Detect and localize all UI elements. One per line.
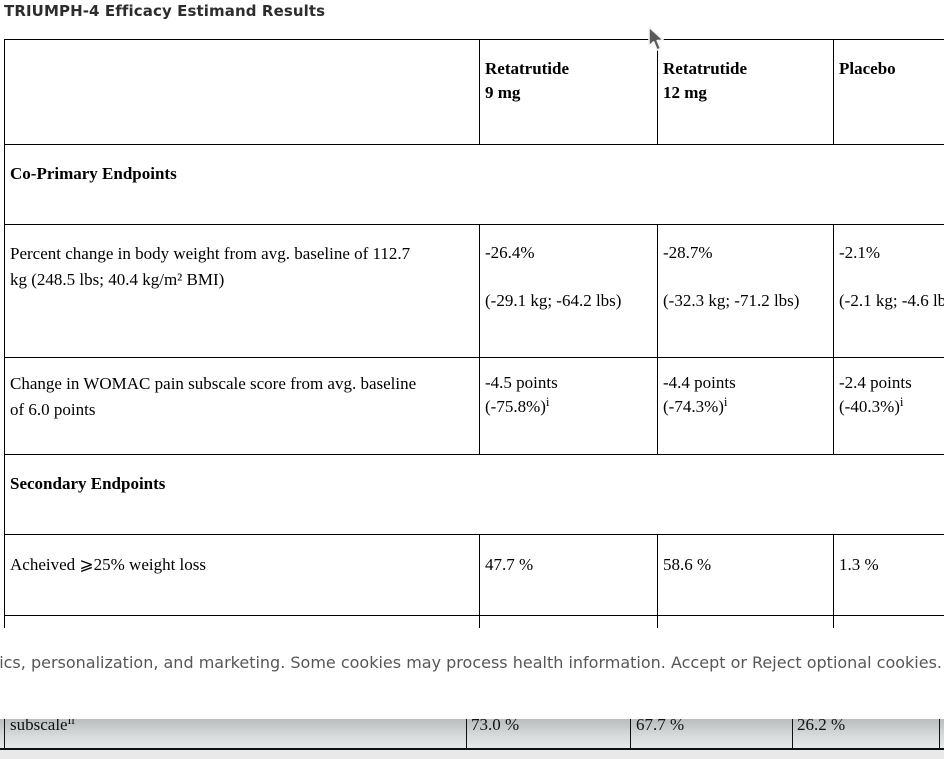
value-cell: 0.8 % (833, 615, 944, 628)
header-reta12-cell: Retatrutide 12 mg (657, 39, 834, 145)
footnote-marker: ii (67, 719, 75, 728)
section-label: Co-Primary Endpoints (4, 144, 944, 225)
footnote-marker: i (723, 394, 728, 410)
value-cell: -26.4% (-29.1 kg; -64.2 lbs) (479, 224, 658, 358)
table-row: Acheived ⩾30% weight lossii 30.5 % 39.4 … (4, 615, 944, 628)
value-cell: -2.4 points (-40.3%)i (833, 357, 944, 455)
value-cell: -4.4 points (-74.3%)i (657, 357, 834, 455)
header-reta9-cell: Retatrutide 9 mg (479, 39, 658, 145)
header-placebo-cell: Placebo (833, 39, 944, 145)
section-secondary: Secondary Endpoints (4, 454, 944, 535)
endpoint-label-cell: Percent change in body weight from avg. … (4, 224, 480, 358)
value-cell: 47.7 % (479, 534, 658, 616)
value-cell: 67.7 % (636, 719, 685, 734)
table-border (630, 719, 631, 748)
table-border (792, 719, 793, 748)
page-background-dimmed (0, 750, 944, 759)
footnote-marker: i (899, 394, 904, 410)
mouse-cursor-icon (648, 26, 665, 51)
header-empty-cell (4, 39, 480, 145)
endpoint-label-cell: Change in WOMAC pain subscale score from… (4, 357, 480, 455)
footnote-marker: i (545, 394, 550, 410)
table-row: subscaleii 73.0 % 67.7 % 26.2 % (0, 719, 944, 750)
page-content: TRIUMPH-4 Efficacy Estimand Results Reta… (4, 2, 944, 628)
table-row: Change in WOMAC pain subscale score from… (4, 357, 944, 455)
endpoint-label-cell: Acheived ⩾25% weight loss (4, 534, 480, 616)
value-cell: -28.7% (-32.3 kg; -71.2 lbs) (657, 224, 834, 358)
value-cell: 73.0 % (471, 719, 520, 734)
table-row: Acheived ⩾25% weight loss 47.7 % 58.6 % … (4, 534, 944, 616)
page-title: TRIUMPH-4 Efficacy Estimand Results (4, 2, 326, 20)
table-row: Percent change in body weight from avg. … (4, 224, 944, 358)
cookie-banner-text: or analytics, personalization, and marke… (0, 653, 942, 672)
table-border (4, 719, 5, 748)
value-cell: 1.3 % (833, 534, 944, 616)
section-co-primary: Co-Primary Endpoints (4, 144, 944, 225)
table-border (466, 719, 467, 748)
table-header-row: Retatrutide 9 mg Retatrutide 12 mg Place… (4, 39, 944, 145)
value-cell: 30.5 % (479, 615, 658, 628)
value-cell: -4.5 points (-75.8%)i (479, 357, 658, 455)
dimmed-table-fragment: subscaleii 73.0 % 67.7 % 26.2 % (0, 719, 944, 759)
value-cell: -2.1% (-2.1 kg; -4.6 lbs) (833, 224, 944, 358)
value-cell: 58.6 % (657, 534, 834, 616)
endpoint-label-cell: subscaleii (10, 719, 75, 737)
cookie-banner[interactable]: or analytics, personalization, and marke… (0, 628, 944, 719)
efficacy-results-table: Retatrutide 9 mg Retatrutide 12 mg Place… (4, 39, 944, 628)
endpoint-label-cell: Acheived ⩾30% weight lossii (4, 615, 480, 628)
value-cell: 39.4 % (657, 615, 834, 628)
table-border (939, 719, 940, 748)
value-cell: 26.2 % (797, 719, 846, 734)
section-label: Secondary Endpoints (4, 454, 944, 535)
